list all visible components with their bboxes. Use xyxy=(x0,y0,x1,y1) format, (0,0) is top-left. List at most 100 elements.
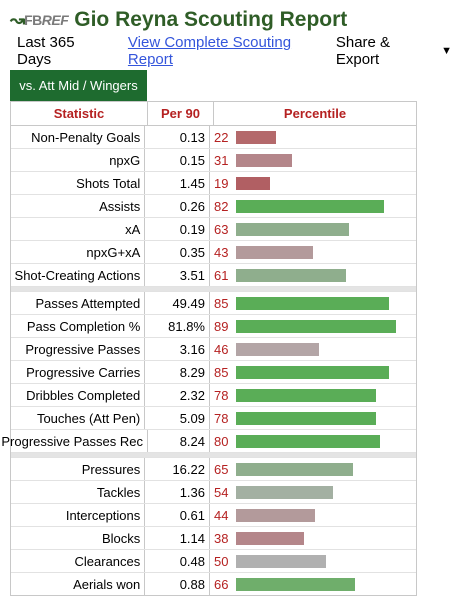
per90-value: 1.36 xyxy=(145,481,210,503)
percentile-bar xyxy=(236,130,276,144)
percentile-value: 78 xyxy=(214,387,229,403)
per90-value: 49.49 xyxy=(145,292,210,314)
stat-name: Assists xyxy=(11,195,146,217)
per90-value: 0.61 xyxy=(145,504,210,526)
stat-name: Tackles xyxy=(11,481,146,503)
per90-value: 0.26 xyxy=(145,195,210,217)
percentile-bar xyxy=(236,365,389,379)
percentile-bar-track xyxy=(236,411,416,425)
percentile-value: 19 xyxy=(214,175,229,191)
table-row: Shots Total 1.45 19 xyxy=(11,172,416,195)
stat-name: Shot-Creating Actions xyxy=(11,264,146,286)
percentile-bar-track xyxy=(236,153,416,167)
per90-value: 0.48 xyxy=(145,550,210,572)
percentile-value: 63 xyxy=(214,221,229,237)
table-row: Assists 0.26 82 xyxy=(11,195,416,218)
percentile-value: 22 xyxy=(214,129,229,145)
percentile-bar xyxy=(236,485,333,499)
percentile-value: 80 xyxy=(214,433,229,449)
percentile-value: 44 xyxy=(214,507,229,523)
table-row: npxG+xA 0.35 43 xyxy=(11,241,416,264)
stat-name: Progressive Passes Rec xyxy=(1,430,148,452)
page-header: ↝ FBREF Gio Reyna Scouting Report xyxy=(10,6,347,34)
percentile-value: 31 xyxy=(214,152,229,168)
tab-att-mid-wingers[interactable]: vs. Att Mid / Wingers xyxy=(10,70,147,101)
complete-report-link[interactable]: View Complete Scouting Report xyxy=(127,34,292,68)
percentile-bar xyxy=(236,531,304,545)
stat-name: Passes Attempted xyxy=(11,292,146,314)
table-row: Dribbles Completed 2.32 78 xyxy=(11,384,416,407)
per90-value: 3.16 xyxy=(145,338,210,360)
per90-value: 3.51 xyxy=(145,264,210,286)
percentile-value: 38 xyxy=(214,530,229,546)
percentile-value: 82 xyxy=(214,198,229,214)
table-row: Aerials won 0.88 66 xyxy=(11,573,416,595)
percentile-bar-track xyxy=(236,554,416,568)
per90-value: 0.35 xyxy=(145,241,210,263)
percentile-bar-track xyxy=(236,577,416,591)
percentile-bar xyxy=(236,462,353,476)
percentile-bar xyxy=(236,411,376,425)
fbref-logo-icon: ↝ xyxy=(10,9,25,30)
percentile-bar-track xyxy=(236,130,416,144)
share-export-button[interactable]: Share & Export ▼ xyxy=(336,34,452,68)
percentile-bar xyxy=(236,577,355,591)
percentile-bar xyxy=(236,153,292,167)
percentile-bar-track xyxy=(236,485,416,499)
report-subnav: Last 365 Days View Complete Scouting Rep… xyxy=(17,34,452,68)
table-row: Progressive Passes Rec 8.24 80 xyxy=(1,430,416,453)
share-export-label: Share & Export xyxy=(335,34,391,68)
stat-name: Dribbles Completed xyxy=(11,384,146,406)
stat-name: Pressures xyxy=(11,458,146,480)
percentile-value: 66 xyxy=(214,576,229,592)
percentile-bar-track xyxy=(236,176,416,190)
table-row: Progressive Passes 3.16 46 xyxy=(11,338,416,361)
per90-value: 1.14 xyxy=(145,527,210,549)
stat-name: Progressive Carries xyxy=(11,361,146,383)
table-row: Pass Completion % 81.8% 89 xyxy=(11,315,416,338)
fbref-logo-ref: REF xyxy=(41,12,69,28)
table-row: Non-Penalty Goals 0.13 22 xyxy=(11,126,416,149)
per90-value: 0.13 xyxy=(145,126,210,148)
stat-name: npxG+xA xyxy=(11,241,146,263)
percentile-bar xyxy=(236,508,315,522)
percentile-bar xyxy=(236,388,376,402)
chevron-down-icon: ▼ xyxy=(441,45,452,57)
percentile-bar xyxy=(236,176,270,190)
percentile-value: 54 xyxy=(214,484,229,500)
percentile-value: 43 xyxy=(214,244,229,260)
fbref-logo[interactable]: ↝ FBREF xyxy=(10,9,69,31)
percentile-bar-track xyxy=(236,222,416,236)
per90-value: 1.45 xyxy=(145,172,210,194)
table-row: Tackles 1.36 54 xyxy=(11,481,416,504)
header-statistic: Statistic xyxy=(11,102,148,125)
per90-value: 0.15 xyxy=(145,149,210,171)
table-row: Shot-Creating Actions 3.51 61 xyxy=(11,264,416,287)
percentile-value: 65 xyxy=(214,461,229,477)
percentile-bar-track xyxy=(236,531,416,545)
table-row: Clearances 0.48 50 xyxy=(11,550,416,573)
stat-name: Clearances xyxy=(11,550,146,572)
percentile-bar xyxy=(236,296,389,310)
fbref-logo-text: FBREF xyxy=(24,12,69,28)
stat-name: Blocks xyxy=(11,527,146,549)
stat-name: Non-Penalty Goals xyxy=(11,126,146,148)
scouting-table: Statistic Per 90 Percentile Non-Penalty … xyxy=(1,101,417,596)
fbref-logo-fb: FB xyxy=(24,12,42,28)
per90-value: 0.88 xyxy=(145,573,210,595)
percentile-value: 50 xyxy=(214,553,229,569)
percentile-bar xyxy=(236,434,380,448)
percentile-value: 85 xyxy=(214,295,229,311)
table-row: Touches (Att Pen) 5.09 78 xyxy=(11,407,416,430)
percentile-bar-track xyxy=(236,388,416,402)
header-per90: Per 90 xyxy=(148,102,214,125)
per90-value: 81.8% xyxy=(145,315,210,337)
page-title: Gio Reyna Scouting Report xyxy=(74,8,348,31)
stat-name: xA xyxy=(11,218,146,240)
percentile-bar-track xyxy=(236,268,416,282)
percentile-bar-track xyxy=(236,319,416,333)
table-row: npxG 0.15 31 xyxy=(11,149,416,172)
table-row: Passes Attempted 49.49 85 xyxy=(11,292,416,315)
table-header: Statistic Per 90 Percentile xyxy=(11,102,416,126)
stat-name: Shots Total xyxy=(11,172,146,194)
